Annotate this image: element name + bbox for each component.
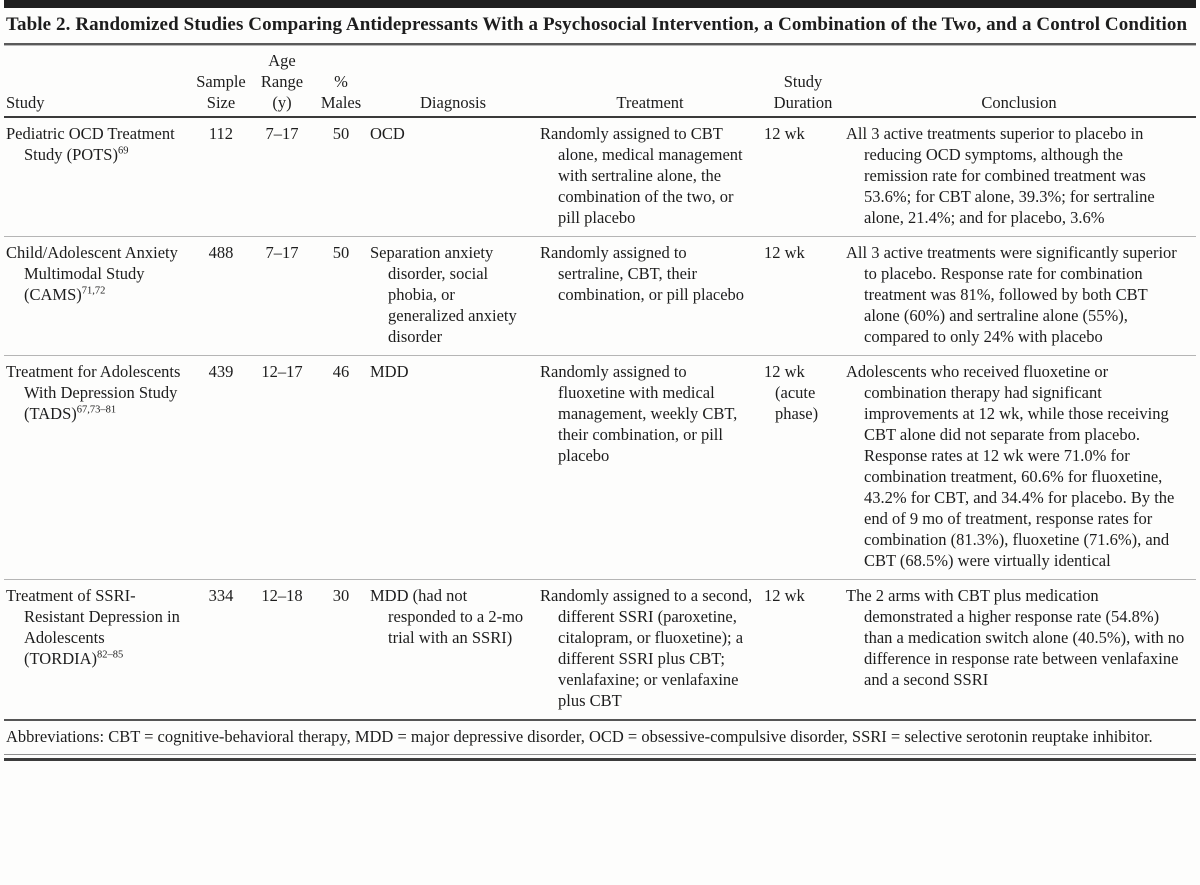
col-header-age-range: Age Range (y) <box>260 51 304 112</box>
header-row: Study Sample Size Age Range (y) % Males … <box>4 46 1196 117</box>
study-ref-superscript: 82–85 <box>97 649 124 661</box>
treatment-cell: Randomly assigned to sertraline, CBT, th… <box>540 243 745 304</box>
table-row-tordia: Treatment of SSRI-Resistant Depression i… <box>4 580 1196 721</box>
diagnosis-cell: OCD <box>370 124 405 143</box>
study-name: Treatment of SSRI-Resistant Depression i… <box>6 586 180 668</box>
study-ref-superscript: 67,73–81 <box>76 404 117 416</box>
abbreviations-footnote: Abbreviations: CBT = cognitive-behaviora… <box>6 727 1153 746</box>
age-range-cell: 7–17 <box>265 243 299 262</box>
pct-males-cell: 30 <box>332 586 350 605</box>
study-name: Pediatric OCD Treatment Study (POTS) <box>6 124 175 164</box>
age-range-cell: 12–18 <box>261 586 303 605</box>
conclusion-cell: The 2 arms with CBT plus medication demo… <box>846 586 1185 689</box>
sample-size-cell: 112 <box>208 124 234 143</box>
study-cell: Treatment for Adolescents With Depressio… <box>4 356 194 580</box>
table-row-pots: Pediatric OCD Treatment Study (POTS)69 1… <box>4 117 1196 237</box>
diagnosis-cell: Separation anxiety disorder, social phob… <box>370 243 517 346</box>
table-row-cams: Child/Adolescent Anxiety Multimodal Stud… <box>4 237 1196 356</box>
treatment-cell: Randomly assigned to a second, different… <box>540 586 753 710</box>
sample-size-cell: 334 <box>208 586 234 605</box>
study-ref-superscript: 71,72 <box>81 285 106 297</box>
study-cell: Child/Adolescent Anxiety Multimodal Stud… <box>4 237 194 356</box>
duration-cell: 12 wk <box>764 124 805 143</box>
study-cell: Treatment of SSRI-Resistant Depression i… <box>4 580 194 721</box>
age-range-cell: 12–17 <box>261 362 303 381</box>
bottom-rule-thick <box>4 758 1196 761</box>
age-range-cell: 7–17 <box>265 124 299 143</box>
treatment-cell: Randomly assigned to fluoxetine with med… <box>540 362 738 465</box>
table-row-tads: Treatment for Adolescents With Depressio… <box>4 356 1196 580</box>
conclusion-cell: Adolescents who received fluoxetine or c… <box>846 362 1175 570</box>
col-header-conclusion: Conclusion <box>981 93 1057 112</box>
duration-cell: 12 wk <box>764 243 805 262</box>
treatment-cell: Randomly assigned to CBT alone, medical … <box>540 124 743 227</box>
pct-males-cell: 50 <box>332 243 350 262</box>
table-header: Study Sample Size Age Range (y) % Males … <box>4 46 1196 117</box>
col-header-study: Study <box>6 93 45 112</box>
diagnosis-cell: MDD (had not responded to a 2-mo trial w… <box>370 586 524 647</box>
col-header-diagnosis: Diagnosis <box>420 93 486 112</box>
conclusion-cell: All 3 active treatments superior to plac… <box>846 124 1155 227</box>
sample-size-cell: 439 <box>208 362 234 381</box>
title-rule <box>4 43 1196 46</box>
study-cell: Pediatric OCD Treatment Study (POTS)69 <box>4 117 194 237</box>
col-header-pct-males: % Males <box>320 72 362 112</box>
bottom-rule-thin <box>4 754 1196 755</box>
conclusion-cell: All 3 active treatments were significant… <box>846 243 1177 346</box>
table-title: Table 2. Randomized Studies Comparing An… <box>6 14 1188 35</box>
study-name: Child/Adolescent Anxiety Multimodal Stud… <box>6 243 178 304</box>
col-header-duration: Study Duration <box>773 72 833 112</box>
pct-males-cell: 50 <box>332 124 350 143</box>
duration-cell: 12 wk <box>764 586 805 605</box>
top-rule <box>4 0 1196 8</box>
duration-cell: 12 wk (acute phase) <box>764 362 819 423</box>
col-header-treatment: Treatment <box>616 93 684 112</box>
diagnosis-cell: MDD <box>370 362 409 381</box>
pct-males-cell: 46 <box>332 362 350 381</box>
study-ref-superscript: 69 <box>117 145 129 157</box>
col-header-sample-size: Sample Size <box>196 72 246 112</box>
studies-table: Study Sample Size Age Range (y) % Males … <box>4 46 1196 721</box>
sample-size-cell: 488 <box>208 243 234 262</box>
study-name: Treatment for Adolescents With Depressio… <box>6 362 181 423</box>
